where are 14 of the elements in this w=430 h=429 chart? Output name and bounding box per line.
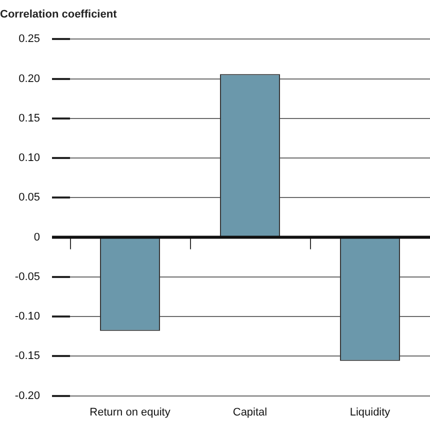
y-tick-label: 0.05 bbox=[18, 192, 40, 204]
y-tick-label: 0.20 bbox=[18, 72, 40, 85]
x-tick-label: Capital bbox=[232, 406, 268, 418]
x-tick-label: Return on equity bbox=[90, 406, 171, 418]
y-tick-label: 0.25 bbox=[18, 33, 40, 46]
y-tick-label: -0.15 bbox=[14, 350, 40, 362]
y-tick-label: -0.05 bbox=[14, 270, 40, 283]
y-axis-title: Correlation coefficient bbox=[0, 8, 118, 21]
y-tick-label: -0.10 bbox=[14, 310, 40, 323]
y-tick-label: 0.15 bbox=[18, 112, 40, 124]
y-tick-label: 0 bbox=[34, 231, 40, 244]
x-tick-label: Liquidity bbox=[350, 406, 391, 418]
y-tick-label: 0.10 bbox=[18, 152, 40, 164]
y-tick-label: -0.20 bbox=[14, 390, 40, 402]
